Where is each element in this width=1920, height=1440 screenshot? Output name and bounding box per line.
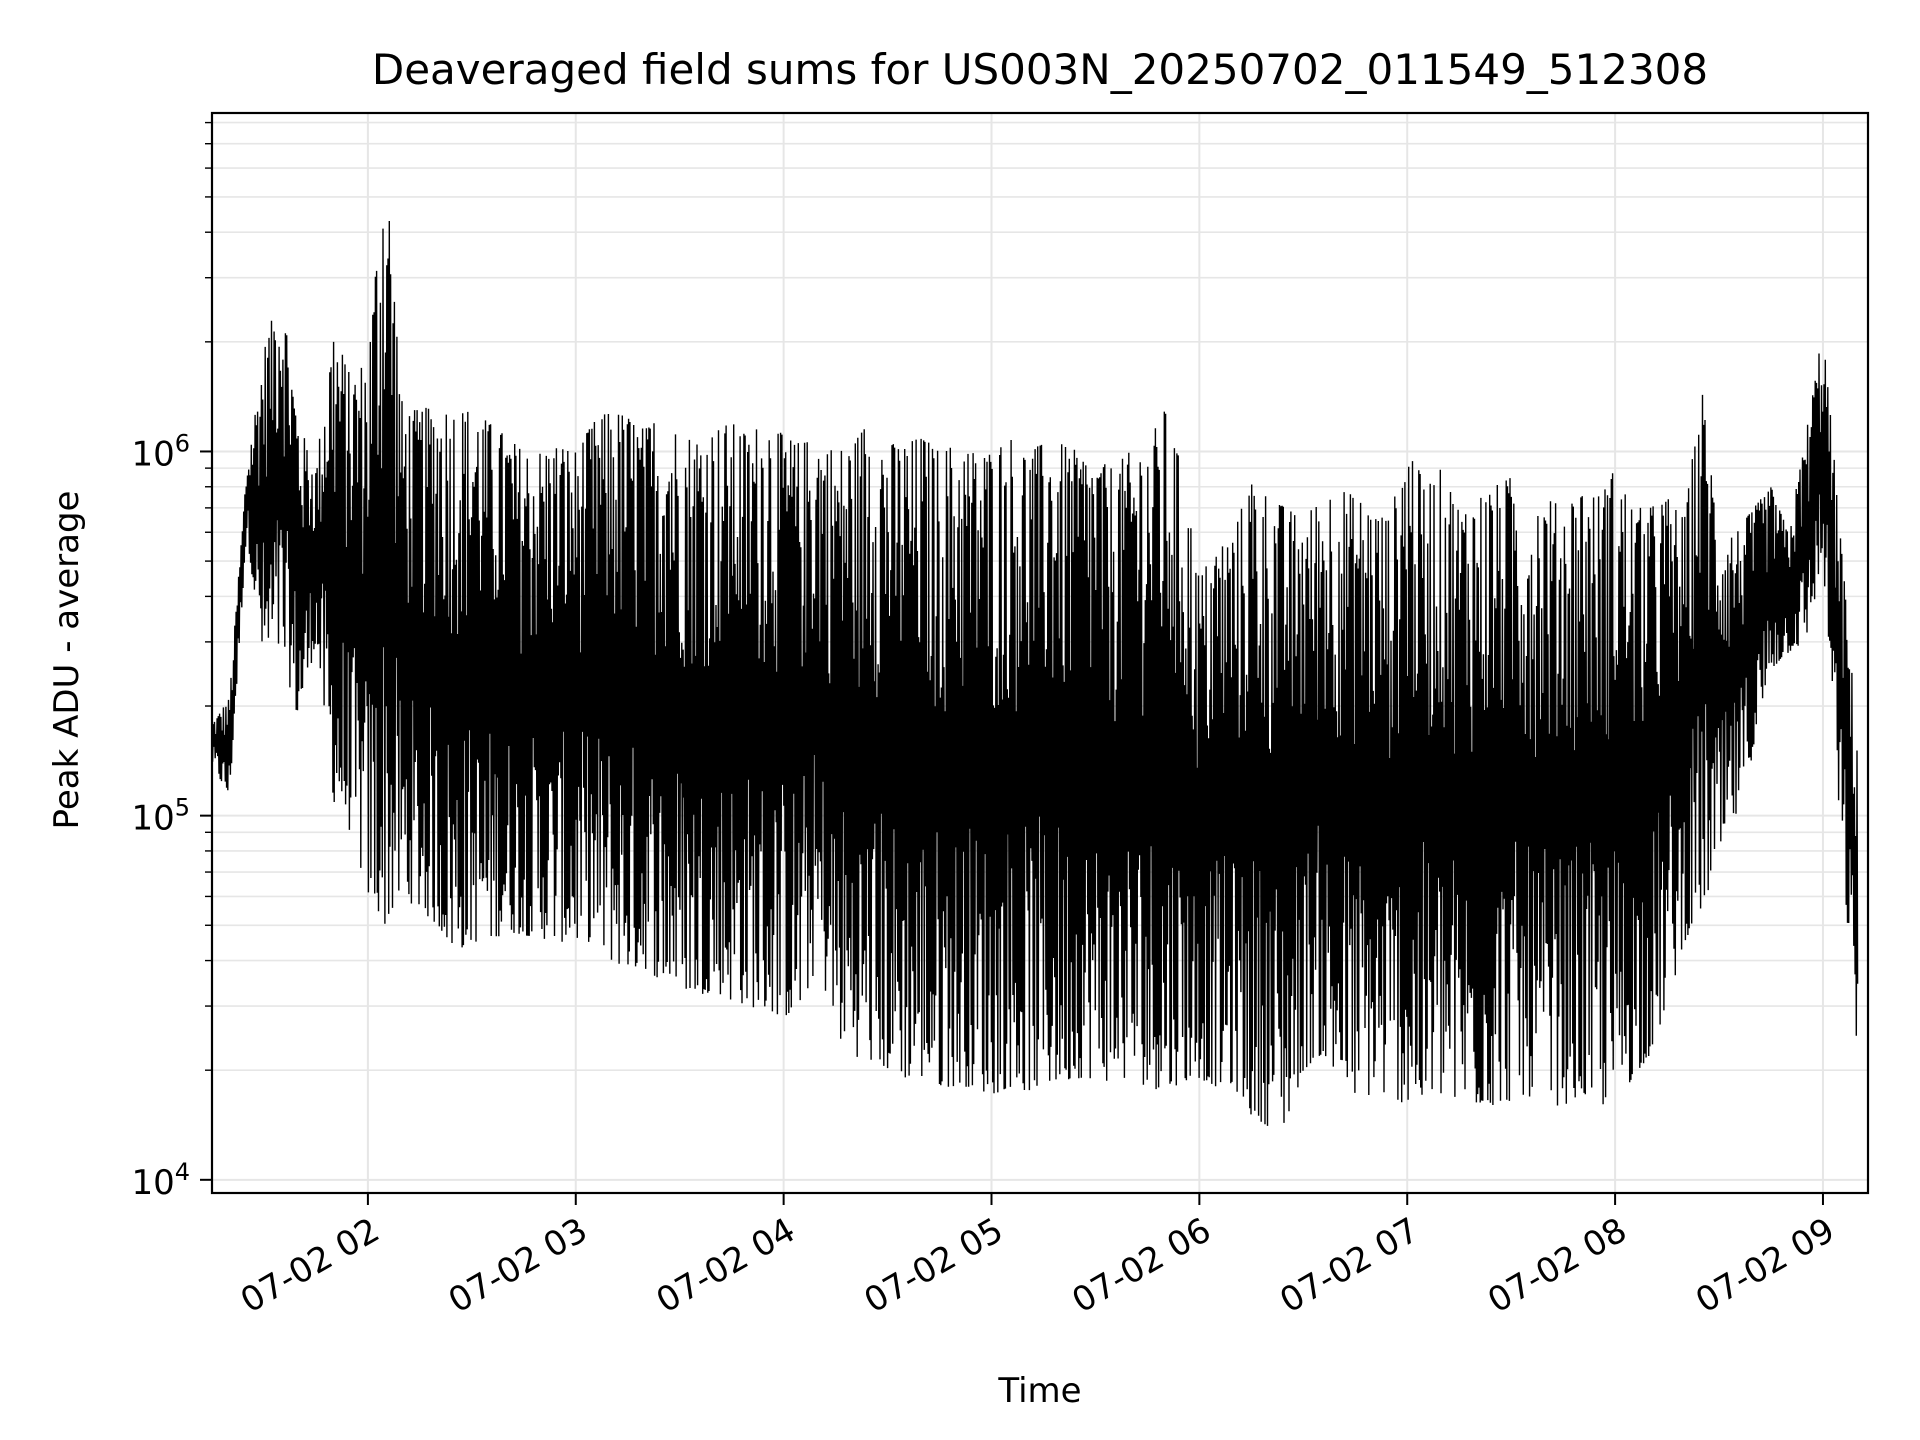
y-axis-title: Peak ADU - average bbox=[47, 491, 87, 830]
y-tick-exponent: 5 bbox=[175, 794, 190, 822]
series-line bbox=[211, 220, 1859, 1126]
y-tick-label: 104 bbox=[131, 1158, 190, 1203]
y-tick-base: 10 bbox=[131, 799, 174, 839]
y-tick-exponent: 4 bbox=[175, 1158, 190, 1186]
y-tick-label: 106 bbox=[131, 429, 190, 474]
y-tick-base: 10 bbox=[131, 1163, 174, 1203]
series-group bbox=[211, 220, 1859, 1126]
y-tick-exponent: 6 bbox=[175, 429, 190, 457]
chart-title: Deaveraged field sums for US003N_2025070… bbox=[372, 45, 1708, 94]
y-tick-base: 10 bbox=[131, 434, 174, 474]
x-axis-title: Time bbox=[997, 1371, 1081, 1411]
y-tick-label: 105 bbox=[131, 794, 190, 839]
plot-frame bbox=[210, 111, 1870, 1195]
